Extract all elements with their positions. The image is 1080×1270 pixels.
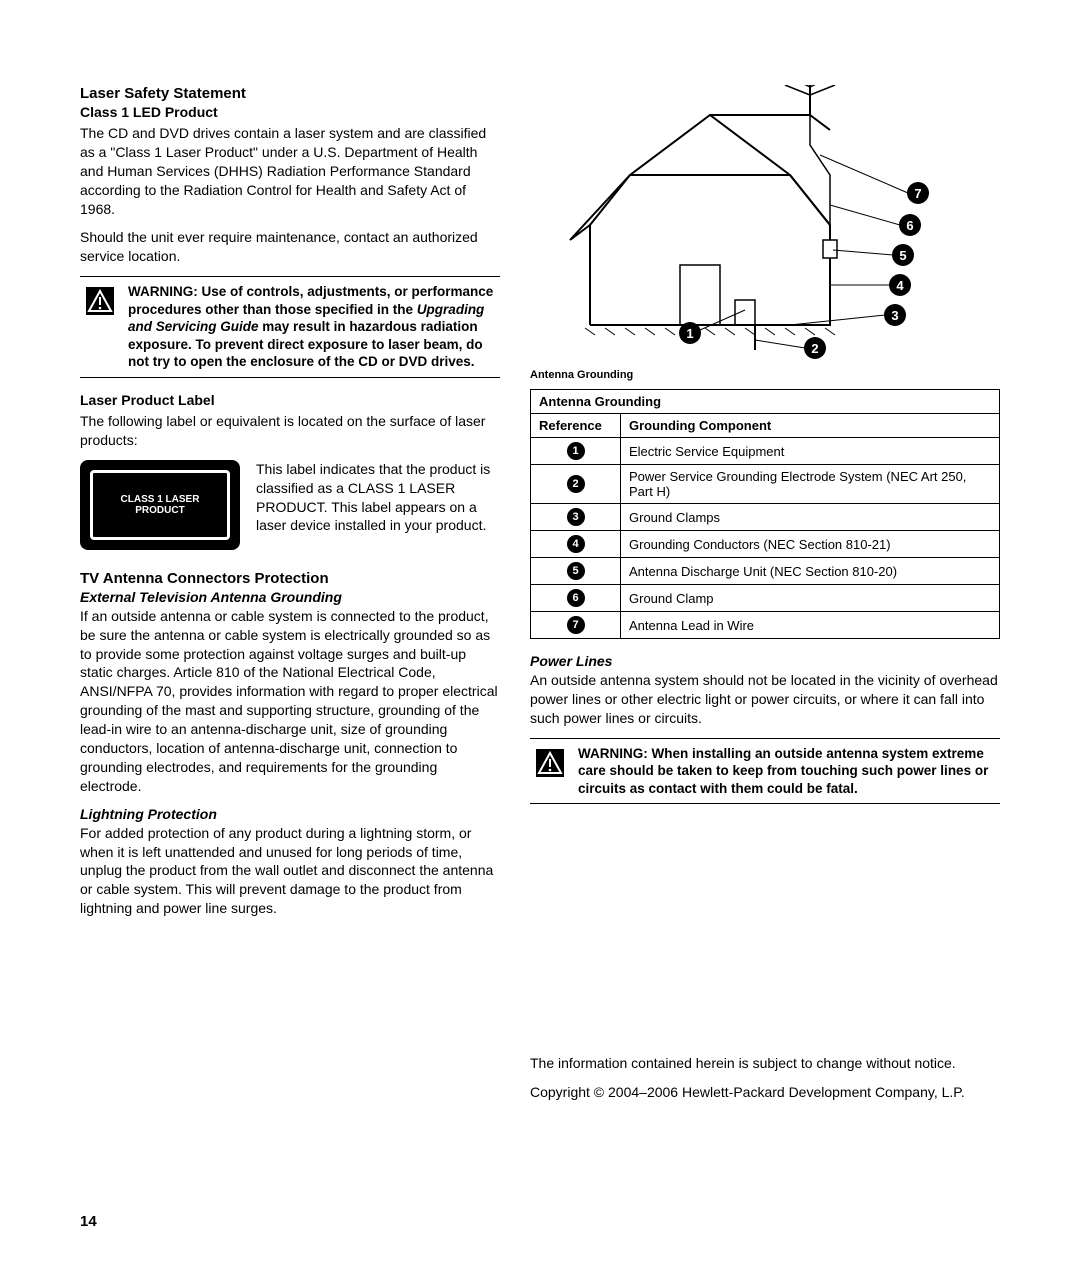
table-row: 7 Antenna Lead in Wire: [531, 612, 1000, 639]
tv-antenna-title: TV Antenna Connectors Protection: [80, 570, 500, 587]
table-row: 3 Ground Clamps: [531, 504, 1000, 531]
ref-comp: Grounding Conductors (NEC Section 810-21…: [621, 531, 1000, 558]
table-title: Antenna Grounding: [531, 390, 1000, 414]
table-row: 1 Electric Service Equipment: [531, 438, 1000, 465]
laser-label-graphic: CLASS 1 LASER PRODUCT: [80, 460, 240, 550]
svg-text:7: 7: [914, 186, 921, 201]
diagram-caption: Antenna Grounding: [530, 369, 1000, 381]
ref-num: 1: [567, 442, 585, 460]
ref-num: 4: [567, 535, 585, 553]
ref-comp: Antenna Lead in Wire: [621, 612, 1000, 639]
external-grounding-para: If an outside antenna or cable system is…: [80, 607, 500, 796]
svg-text:6: 6: [906, 218, 913, 233]
copyright: Copyright © 2004–2006 Hewlett-Packard De…: [530, 1083, 1000, 1102]
ref-comp: Power Service Grounding Electrode System…: [621, 465, 1000, 504]
ref-num: 3: [567, 508, 585, 526]
ref-num: 7: [567, 616, 585, 634]
laser-label-desc: This label indicates that the product is…: [256, 460, 500, 550]
laser-para-1: The CD and DVD drives contain a laser sy…: [80, 124, 500, 218]
change-notice: The information contained herein is subj…: [530, 1054, 1000, 1073]
svg-text:3: 3: [891, 308, 898, 323]
svg-text:4: 4: [896, 278, 904, 293]
table-row: 5 Antenna Discharge Unit (NEC Section 810…: [531, 558, 1000, 585]
ref-num: 2: [567, 475, 585, 493]
ref-comp: Ground Clamps: [621, 504, 1000, 531]
class1-subtitle: Class 1 LED Product: [80, 104, 500, 120]
table-row: 6 Ground Clamp: [531, 585, 1000, 612]
col-component: Grounding Component: [621, 414, 1000, 438]
lightning-para: For added protection of any product duri…: [80, 824, 500, 918]
warning-icon: [80, 283, 120, 371]
antenna-diagram: 1 2 3 4 5 6 7: [530, 85, 1000, 363]
svg-text:2: 2: [811, 341, 818, 356]
warning-icon: [530, 745, 570, 798]
col-reference: Reference: [531, 414, 621, 438]
ref-comp: Ground Clamp: [621, 585, 1000, 612]
laser-label-text: CLASS 1 LASER PRODUCT: [90, 470, 230, 540]
svg-text:1: 1: [686, 326, 693, 341]
ref-num: 5: [567, 562, 585, 580]
table-row: 2 Power Service Grounding Electrode Syste…: [531, 465, 1000, 504]
svg-text:5: 5: [899, 248, 906, 263]
power-lines-para: An outside antenna system should not be …: [530, 671, 1000, 728]
page-number: 14: [80, 1213, 97, 1230]
external-grounding-sub: External Television Antenna Grounding: [80, 589, 500, 605]
warning-box-1: WARNING: Use of controls, adjustments, o…: [80, 276, 500, 378]
ref-comp: Electric Service Equipment: [621, 438, 1000, 465]
ref-comp: Antenna Discharge Unit (NEC Section 810-…: [621, 558, 1000, 585]
laser-safety-title: Laser Safety Statement: [80, 85, 500, 102]
warning-box-2: WARNING: When installing an outside ante…: [530, 738, 1000, 805]
ref-num: 6: [567, 589, 585, 607]
power-lines-sub: Power Lines: [530, 653, 1000, 669]
laser-para-2: Should the unit ever require maintenance…: [80, 228, 500, 266]
grounding-table: Antenna Grounding Reference Grounding Co…: [530, 389, 1000, 639]
table-row: 4 Grounding Conductors (NEC Section 810-2…: [531, 531, 1000, 558]
warning-text-2: WARNING: When installing an outside ante…: [570, 745, 1000, 798]
warning-text-1: WARNING: Use of controls, adjustments, o…: [120, 283, 500, 371]
laser-label-heading: Laser Product Label: [80, 392, 500, 408]
laser-label-intro: The following label or equivalent is loc…: [80, 412, 500, 450]
lightning-sub: Lightning Protection: [80, 806, 500, 822]
